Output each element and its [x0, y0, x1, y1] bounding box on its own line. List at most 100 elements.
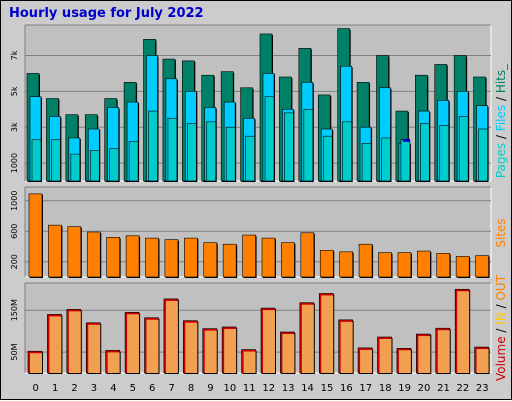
legend-hits-files-pages-part: Hits_ [494, 63, 508, 93]
pages-bar [322, 135, 333, 182]
kbytes-out-bar [437, 330, 450, 373]
sites-bar [222, 243, 237, 278]
pages-bar [439, 125, 450, 182]
y-tick-label: 1000 [10, 191, 19, 211]
sites-bar [203, 242, 218, 278]
sites-bar [164, 239, 179, 278]
kbytes-out-bar [165, 300, 178, 373]
kbytes-out-bar [185, 322, 198, 373]
x-tick-label: 11 [243, 383, 256, 394]
panel-0 [25, 25, 491, 181]
sites-bar [417, 250, 431, 278]
pages-bar [264, 96, 275, 182]
visits-bar [402, 138, 410, 142]
pages-bar [128, 141, 139, 182]
sites-bar [125, 235, 140, 278]
kbytes-out-bar [204, 330, 217, 373]
legend-hits-files-pages-part: / [494, 93, 508, 105]
x-tick-label: 6 [149, 383, 155, 394]
legend-sites-part: Sites [494, 218, 508, 247]
sites-bar [319, 250, 334, 278]
x-tick-label: 2 [71, 383, 77, 394]
x-tick-label: 0 [33, 383, 39, 394]
pages-bar [109, 148, 119, 182]
sites-bar [242, 234, 256, 278]
y-tick-label: 600 [10, 224, 19, 239]
x-tick-label: 1 [52, 383, 58, 394]
legend-hits-files-pages-part: Files [494, 105, 508, 131]
legend-volume-part: OUT [494, 274, 508, 300]
kbytes-out-bar [398, 350, 411, 373]
kbytes-out-bar [127, 314, 140, 373]
sites-bar [67, 226, 82, 278]
x-tick-label: 16 [340, 383, 353, 394]
x-tick-label: 8 [188, 383, 194, 394]
y-tick-label: 1000 [10, 153, 19, 173]
sites-bar [378, 252, 392, 278]
kbytes-out-bar [263, 310, 275, 373]
pages-bar [420, 123, 430, 182]
x-tick-label: 5 [130, 383, 136, 394]
y-tick-label: 7k [10, 50, 19, 60]
x-tick-label: 14 [301, 383, 314, 394]
kbytes-out-bar [379, 339, 392, 373]
pages-bar [381, 137, 391, 182]
sites-bar [145, 237, 159, 278]
sites-bar [184, 237, 198, 278]
x-tick-label: 9 [207, 383, 213, 394]
kbytes-out-bar [68, 311, 81, 373]
pages-bar [31, 139, 42, 182]
legend-sites: Sites [494, 218, 508, 247]
sites-bar [475, 255, 489, 278]
x-tick-label: 20 [418, 383, 431, 394]
kbytes-out-bar [282, 333, 295, 373]
legend-hits-files-pages-part: / [494, 131, 508, 143]
pages-bar [206, 121, 217, 182]
sites-bar [358, 243, 373, 278]
sites-bar [48, 224, 62, 278]
kbytes-out-bar [457, 291, 470, 373]
y-tick-label: 150M [10, 299, 19, 321]
kbytes-out-bar [321, 295, 334, 373]
legend-volume: Volume / IN / OUT [494, 274, 508, 381]
pages-bar [284, 112, 294, 182]
pages-bar [361, 143, 372, 182]
pages-bar [70, 153, 81, 182]
x-tick-label: 18 [379, 383, 392, 394]
panel-2 [25, 283, 491, 373]
pages-bar [303, 108, 314, 182]
kbytes-out-bar [360, 349, 373, 373]
y-tick-label: 5k [10, 86, 19, 96]
legend-volume-part: IN [494, 312, 508, 325]
kbytes-out-bar [340, 321, 353, 373]
kbytes-out-bar [476, 349, 489, 373]
pages-bar [478, 128, 488, 182]
x-tick-label: 15 [321, 383, 334, 394]
x-tick-label: 17 [359, 383, 372, 394]
pages-bar [400, 139, 411, 182]
kbytes-out-bar [243, 351, 256, 373]
x-tick-label: 4 [110, 383, 116, 394]
sites-bar [300, 232, 315, 278]
legend-volume-part: / [494, 301, 508, 313]
kbytes-out-bar [88, 324, 101, 373]
pages-bar [225, 126, 236, 182]
x-tick-label: 21 [437, 383, 450, 394]
x-tick-label: 7 [168, 383, 174, 394]
kbytes-out-bar [224, 328, 237, 373]
x-tick-label: 23 [476, 383, 489, 394]
legend-hits-files-pages: Pages / Files / Hits_ [494, 63, 508, 178]
kbytes-out-bar [146, 319, 159, 373]
kbytes-out-bar [30, 353, 42, 373]
y-tick-label: 3k [10, 122, 19, 132]
kbytes-out-bar [301, 304, 314, 373]
sites-bar [339, 251, 353, 278]
pages-bar [148, 110, 158, 182]
pages-bar [89, 150, 100, 182]
kbytes-out-bar [107, 352, 120, 373]
pages-bar [51, 139, 61, 182]
x-tick-label: 10 [224, 383, 237, 394]
pages-bar [167, 117, 178, 182]
